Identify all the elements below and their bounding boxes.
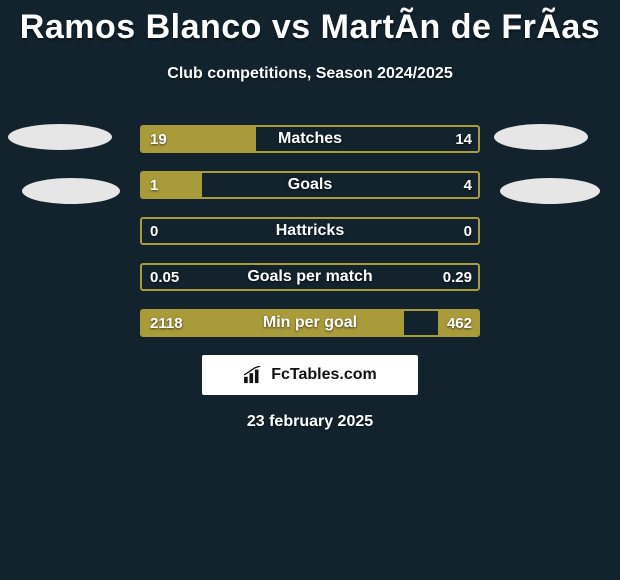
date-text: 23 february 2025: [0, 413, 620, 431]
bar-right-fill: [438, 311, 478, 335]
stat-label: Goals per match: [142, 265, 478, 289]
badge-text: FcTables.com: [271, 366, 377, 384]
stat-row: Goals per match0.050.29: [0, 263, 620, 291]
stat-bar: Goals per match: [140, 263, 480, 291]
page-title: Ramos Blanco vs MartÃ­n de FrÃ­as: [0, 0, 620, 47]
bar-left-fill: [142, 173, 202, 197]
stat-bar: Hattricks: [140, 217, 480, 245]
subtitle: Club competitions, Season 2024/2025: [0, 65, 620, 83]
chart-icon: [243, 366, 265, 384]
bar-left-fill: [142, 311, 404, 335]
stat-row: Hattricks00: [0, 217, 620, 245]
stat-bar: Min per goal: [140, 309, 480, 337]
stats-rows: Matches1914 Goals14 Hattricks00 Goals per m…: [0, 125, 620, 337]
stat-row: Goals14: [0, 171, 620, 199]
fctables-badge[interactable]: FcTables.com: [202, 355, 418, 395]
bar-left-fill: [142, 127, 256, 151]
stat-label: Hattricks: [142, 219, 478, 243]
stat-bar: Matches: [140, 125, 480, 153]
stat-row: Min per goal2118462: [0, 309, 620, 337]
stat-bar: Goals: [140, 171, 480, 199]
stat-row: Matches1914: [0, 125, 620, 153]
